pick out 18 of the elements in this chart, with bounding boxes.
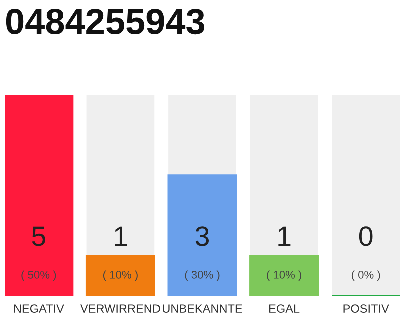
annotation: ( 0% ) [352,270,380,282]
chart-title: 0484255943 [6,8,205,35]
data-label: 1 [278,226,291,246]
annotation: ( 10% ) [267,270,302,282]
data-label: 3 [196,226,210,246]
x-tick-label: NEGATIV [14,304,64,314]
x-tick-label: VERWIRREND [80,304,160,313]
bar [86,254,156,296]
annotation: ( 10% ) [103,270,138,282]
data-label: 1 [115,226,128,246]
x-tick-label: POSITIV [344,304,390,314]
data-label: 5 [32,226,46,246]
data-label: 0 [359,226,373,246]
x-tick-label: UNBEKANNTE [163,304,242,314]
bar [250,254,320,296]
annotation: ( 30% ) [185,270,220,282]
annotation: ( 50% ) [22,270,56,282]
x-tick-label: EGAL [270,304,300,314]
